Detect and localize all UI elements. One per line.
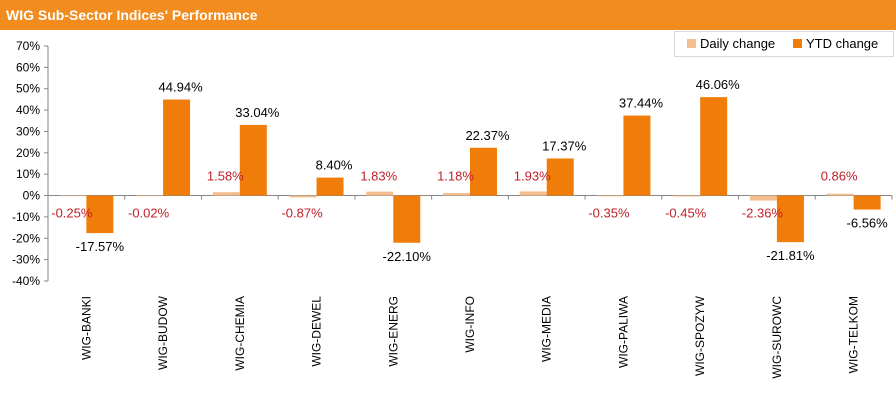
daily-change-bar <box>212 192 240 196</box>
x-category-label: WIG-SPOZYW <box>693 295 707 376</box>
x-category-label: WIG-TELKOM <box>847 296 861 373</box>
x-category-label: WIG-ENERG <box>386 296 400 367</box>
ytd-change-bar <box>776 195 804 243</box>
x-category-label: WIG-MEDIA <box>540 296 554 362</box>
ytd-change-label: 37.44% <box>619 96 664 111</box>
y-tick-label: 30% <box>16 124 40 138</box>
y-tick-label: 50% <box>16 82 40 96</box>
daily-change-bar <box>749 195 777 201</box>
ytd-change-bar <box>470 147 497 196</box>
ytd-change-label: -21.81% <box>766 248 815 263</box>
daily-change-label: -2.36% <box>742 206 784 221</box>
ytd-change-label: 33.04% <box>235 105 280 120</box>
ytd-change-label: 44.94% <box>159 80 204 95</box>
y-tick-label: -20% <box>12 231 40 245</box>
x-category-label: WIG-BUDOW <box>156 295 170 370</box>
y-tick-label: 40% <box>16 103 40 117</box>
ytd-change-bar <box>853 195 881 210</box>
ytd-change-bar <box>623 115 651 196</box>
chart-header: WIG Sub-Sector Indices' Performance <box>0 0 896 30</box>
x-category-label: WIG-SUROWC <box>770 296 784 379</box>
x-category-label: WIG-DEWEL <box>310 296 324 367</box>
daily-change-bar <box>443 193 470 196</box>
x-category-label: WIG-CHEMIA <box>233 296 247 371</box>
ytd-change-label: -17.57% <box>76 239 125 254</box>
daily-change-label: 0.86% <box>821 169 858 184</box>
daily-change-label: -0.25% <box>51 206 93 221</box>
ytd-change-bar <box>700 97 728 196</box>
ytd-change-bar <box>163 99 191 196</box>
daily-change-label: 1.58% <box>207 169 244 184</box>
ytd-change-bar <box>239 124 267 196</box>
daily-change-bar <box>826 193 854 196</box>
legend-item-daily: Daily change <box>687 36 775 51</box>
ytd-change-label: 46.06% <box>696 77 741 92</box>
daily-change-bar <box>366 191 394 196</box>
legend-label-ytd: YTD change <box>806 36 879 51</box>
x-category-label: WIG-INFO <box>463 296 477 353</box>
daily-change-label: -0.87% <box>281 206 323 221</box>
y-tick-label: 10% <box>16 167 40 181</box>
daily-change-label: 1.93% <box>514 169 551 184</box>
ytd-change-bar <box>546 158 574 196</box>
ytd-change-label: 22.37% <box>465 128 510 143</box>
x-category-label: WIG-PALIWA <box>616 296 630 368</box>
ytd-change-bar <box>393 195 421 243</box>
legend-item-ytd: YTD change <box>793 36 878 51</box>
chart-legend: Daily change YTD change <box>674 31 894 57</box>
daily-change-bar <box>136 195 164 197</box>
ytd-change-label: 17.37% <box>542 138 587 153</box>
daily-change-label: -0.02% <box>128 206 170 221</box>
y-tick-label: 60% <box>16 60 40 74</box>
daily-change-label: -0.45% <box>665 206 707 221</box>
daily-change-bar <box>596 195 624 197</box>
y-tick-label: 20% <box>16 146 40 160</box>
daily-change-bar <box>673 195 701 197</box>
daily-change-bar <box>59 195 87 197</box>
legend-swatch-daily <box>687 39 696 48</box>
x-category-label: WIG-BANKI <box>79 296 93 360</box>
y-tick-label: 0% <box>23 189 41 203</box>
daily-change-label: 1.18% <box>437 169 474 184</box>
y-tick-label: -40% <box>12 274 40 288</box>
chart-title: WIG Sub-Sector Indices' Performance <box>6 7 258 23</box>
ytd-change-label: -6.56% <box>847 216 889 231</box>
bar-chart: 70% 60% 50% 40% 30% 20% 10% 0% -10% -20% -30% -40% -… <box>12 39 893 379</box>
legend-label-daily: Daily change <box>700 36 776 51</box>
ytd-change-bar <box>316 177 344 196</box>
y-tick-label: 70% <box>16 39 40 53</box>
ytd-change-label: 8.40% <box>316 158 353 173</box>
daily-change-bar <box>289 195 317 198</box>
legend-swatch-ytd <box>793 39 802 48</box>
daily-change-label: 1.83% <box>360 169 397 184</box>
daily-change-bar <box>519 191 547 196</box>
ytd-change-bar <box>86 195 114 234</box>
y-tick-label: -30% <box>12 253 40 267</box>
daily-change-label: -0.35% <box>588 206 630 221</box>
y-tick-label: -10% <box>12 210 40 224</box>
ytd-change-label: -22.10% <box>383 249 432 264</box>
